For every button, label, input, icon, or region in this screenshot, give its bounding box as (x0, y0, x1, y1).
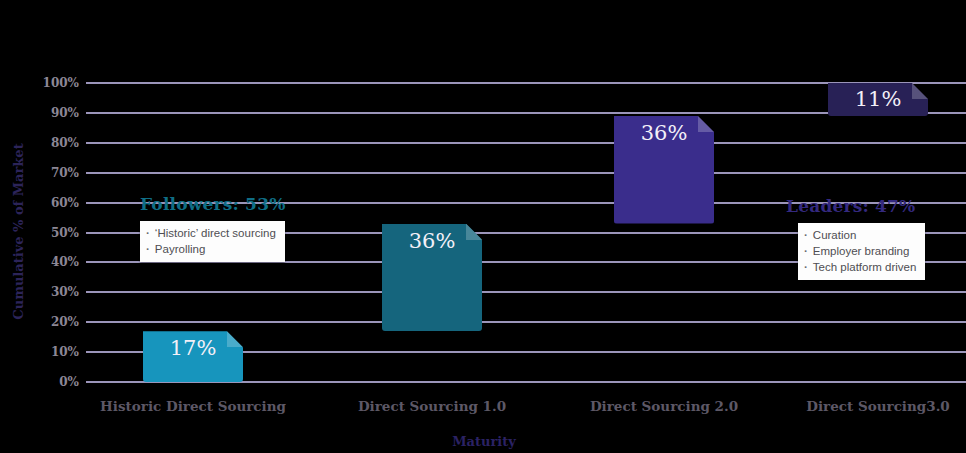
followers-note-item: ‘Historic’ direct sourcing (146, 225, 276, 241)
y-tick-label-20: 20% (51, 315, 79, 329)
bar-direct-sourcing-1-0: 36% (382, 224, 482, 332)
y-tick-label-0: 0% (59, 375, 79, 389)
leaders-heading: Leaders: 47% (786, 196, 925, 216)
leaders-note-item: Tech platform driven (804, 259, 916, 275)
x-category-label-3: Direct Sourcing 2.0 (549, 398, 779, 414)
bar-direct-sourcing-2-0: 36% (614, 116, 714, 224)
y-tick-label-40: 40% (51, 255, 79, 269)
y-tick-label-10: 10% (51, 345, 79, 359)
gridline-30 (86, 291, 966, 293)
y-tick-label-30: 30% (51, 285, 79, 299)
x-category-label-4: Direct Sourcing3.0 (763, 398, 966, 414)
bar-value-label: 36% (614, 121, 714, 145)
gridline-20 (86, 321, 966, 323)
leaders-note-item: Curation (804, 227, 916, 243)
y-tick-label-100: 100% (43, 76, 79, 90)
bar-direct-sourcing3-0: 11% (828, 83, 928, 116)
x-axis-title: Maturity (384, 434, 584, 449)
leaders-note-item: Employer branding (804, 243, 916, 259)
x-category-label-2: Direct Sourcing 1.0 (317, 398, 547, 414)
y-axis-title: Cumulative % of Market (11, 82, 26, 382)
gridline-80 (86, 142, 966, 144)
leaders-note-box: Curation Employer branding Tech platform… (798, 223, 925, 280)
y-tick-label-80: 80% (51, 136, 79, 150)
leaders-callout: Leaders: 47% Curation Employer branding … (786, 196, 925, 280)
chart-canvas: Cumulative % of Market 0% 10% 20% 30% 40% 50%… (0, 0, 966, 453)
followers-note-box: ‘Historic’ direct sourcing Payrolling (140, 221, 285, 262)
y-tick-label-50: 50% (51, 226, 79, 240)
bar-value-label: 11% (828, 87, 928, 111)
y-tick-label-90: 90% (51, 106, 79, 120)
followers-note-item: Payrolling (146, 241, 276, 257)
followers-heading: Followers: 53% (140, 194, 286, 214)
bar-historic-direct-sourcing: 17% (143, 331, 243, 382)
gridline-70 (86, 172, 966, 174)
y-tick-label-60: 60% (51, 196, 79, 210)
x-category-label-1: Historic Direct Sourcing (78, 398, 308, 414)
followers-callout: Followers: 53% ‘Historic’ direct sourcin… (140, 194, 286, 262)
bar-value-label: 17% (143, 336, 243, 360)
bar-value-label: 36% (382, 229, 482, 253)
y-tick-label-70: 70% (51, 166, 79, 180)
